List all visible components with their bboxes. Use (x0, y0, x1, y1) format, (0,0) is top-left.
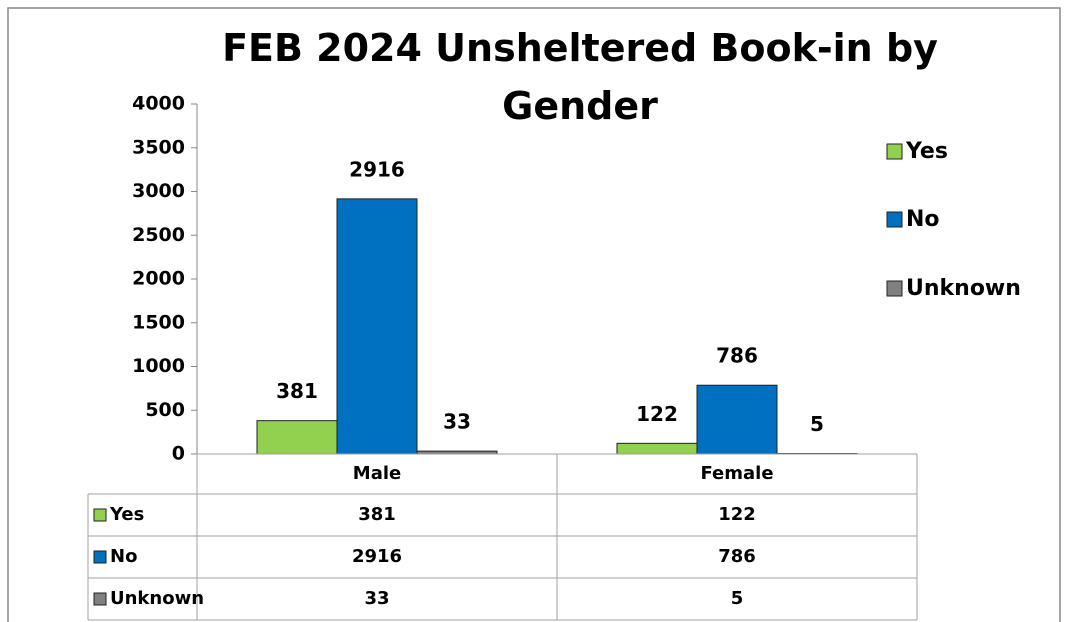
y-tick-label: 3000 (132, 180, 185, 202)
bar-value-label: 5 (810, 412, 824, 436)
category-label: Male (353, 463, 401, 484)
table-row-label: Yes (109, 504, 144, 525)
y-tick-label: 3500 (132, 136, 185, 158)
table-legend-key (93, 508, 107, 522)
bar (256, 420, 338, 455)
bar (616, 442, 698, 455)
legend-label: Yes (905, 139, 948, 164)
bar-value-label: 786 (716, 344, 758, 368)
y-tick-label: 2000 (132, 268, 185, 290)
bar (336, 198, 418, 455)
legend-label: Unknown (906, 276, 1021, 301)
chart-border (7, 7, 1061, 622)
legend-label: No (906, 207, 940, 232)
y-tick-label: 4000 (132, 93, 185, 115)
table-legend-key (93, 550, 107, 564)
table-cell: 122 (718, 504, 756, 525)
category-label: Female (700, 463, 773, 484)
bar-value-label: 122 (636, 402, 678, 426)
legend-key (886, 143, 903, 160)
table-legend-key (93, 592, 107, 606)
table-cell: 786 (718, 546, 756, 567)
legend-key (886, 211, 903, 228)
bar (696, 384, 778, 455)
y-tick-label: 500 (145, 399, 185, 421)
table-row-label: No (110, 546, 137, 567)
legend-key (886, 280, 903, 297)
table-cell: 2916 (352, 546, 402, 567)
y-tick-label: 1500 (132, 311, 185, 333)
table-cell: 33 (364, 588, 389, 609)
table-cell: 5 (731, 588, 744, 609)
y-tick-label: 2500 (132, 224, 185, 246)
table-cell: 381 (358, 504, 396, 525)
y-tick-label: 0 (172, 443, 185, 465)
bar-value-label: 2916 (349, 157, 405, 181)
chart-title: FEB 2024 Unsheltered Book-in by Gender (222, 26, 938, 128)
y-tick-label: 1000 (132, 355, 185, 377)
bar-value-label: 381 (276, 379, 318, 403)
table-row-label: Unknown (110, 588, 204, 609)
bar-value-label: 33 (443, 410, 471, 434)
